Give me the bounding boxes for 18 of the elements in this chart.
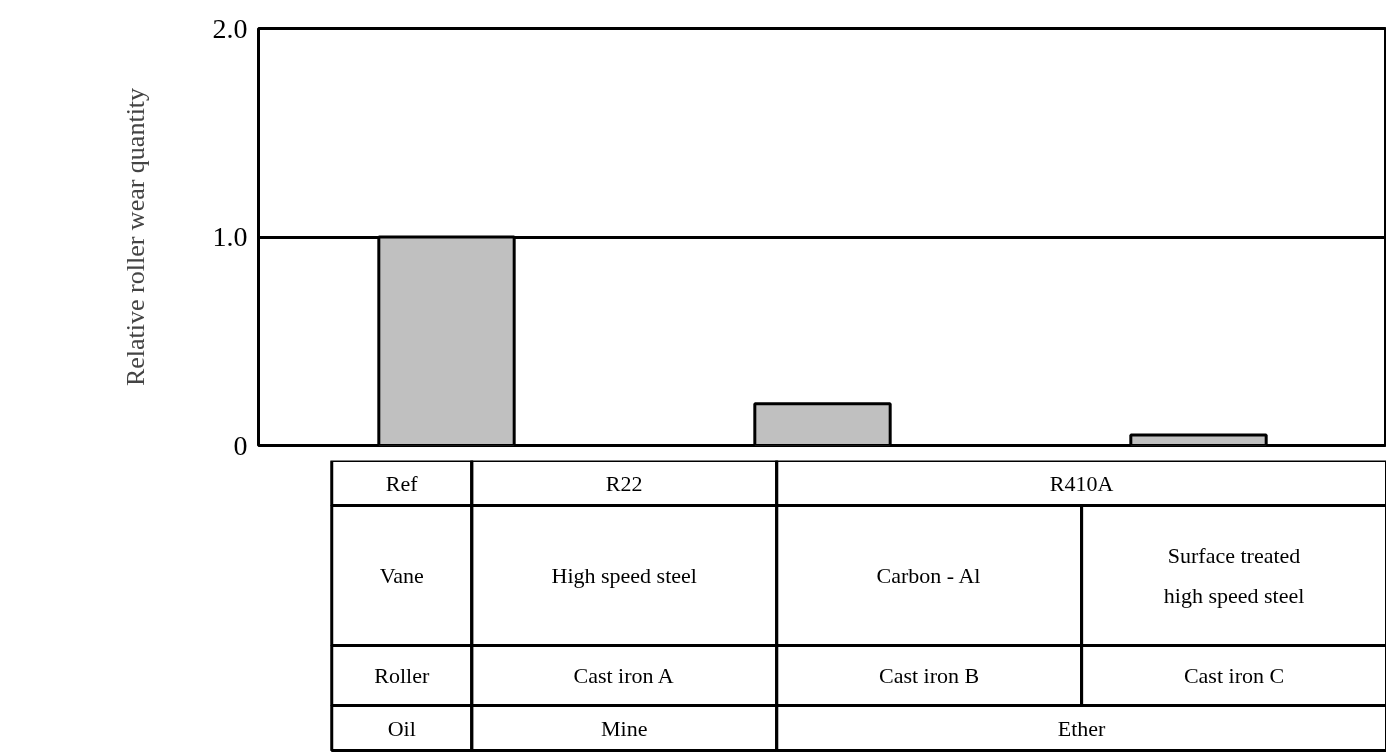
y-tick-label: 0 xyxy=(233,429,248,461)
y-axis-title: Relative roller wear quantity xyxy=(120,87,150,387)
text: Cast iron A xyxy=(573,663,674,688)
text: Vane xyxy=(379,563,424,588)
text: High speed steel xyxy=(551,563,697,588)
y-tick-label: 1.0 xyxy=(212,221,248,252)
text: Mine xyxy=(600,715,648,741)
text: Carbon - Al xyxy=(876,563,981,588)
text: Surface treated high speed steel xyxy=(1163,543,1305,608)
text: R22 xyxy=(605,470,643,496)
text: Ref xyxy=(385,470,419,496)
y-tick-label: 2.0 xyxy=(212,12,248,44)
text: Oil xyxy=(387,715,416,741)
text: Roller xyxy=(374,663,430,688)
text: Cast iron B xyxy=(879,663,980,688)
text: Cast iron C xyxy=(1183,663,1285,688)
text: Ether xyxy=(1057,715,1107,741)
text: R410A xyxy=(1049,470,1114,496)
